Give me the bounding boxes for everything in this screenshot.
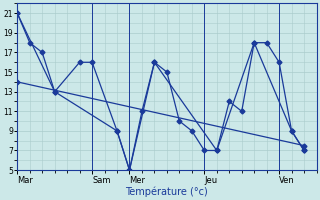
X-axis label: Température (°c): Température (°c) bbox=[125, 186, 208, 197]
